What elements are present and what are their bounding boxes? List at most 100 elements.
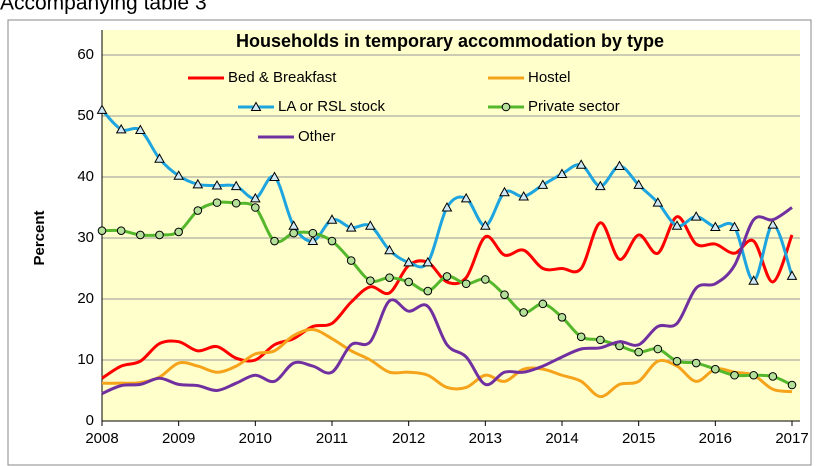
x-tick-label: 2017 — [775, 430, 808, 447]
data-point — [518, 191, 530, 201]
data-line — [101, 206, 793, 395]
data-point — [423, 286, 433, 296]
x-tick-label: 2013 — [469, 430, 502, 447]
data-point — [479, 220, 491, 230]
data-point — [384, 244, 395, 255]
data-point — [749, 370, 758, 380]
data-point — [308, 228, 318, 238]
data-point — [193, 206, 203, 215]
data-point — [596, 335, 605, 345]
x-tick-label: 2012 — [392, 430, 425, 447]
data-point — [366, 276, 375, 286]
data-point — [115, 123, 127, 134]
data-point — [96, 104, 108, 114]
data-point — [653, 344, 663, 354]
data-line — [101, 215, 794, 380]
chart-title: Households in temporary accommodation by… — [236, 31, 664, 51]
y-tick-label: 30 — [77, 229, 94, 246]
data-point — [709, 221, 721, 232]
data-point — [748, 275, 760, 285]
y-axis-label: Percent — [31, 210, 48, 265]
data-point — [500, 290, 509, 300]
data-point — [441, 201, 453, 212]
data-point — [211, 180, 223, 190]
data-point — [116, 226, 126, 235]
data-point — [269, 171, 280, 181]
data-point — [461, 279, 471, 289]
data-point — [230, 180, 242, 191]
y-tick-label: 40 — [77, 168, 94, 185]
data-point — [97, 226, 107, 235]
y-tick-label: 20 — [77, 290, 94, 307]
data-point — [499, 186, 510, 197]
data-point — [155, 230, 164, 240]
data-point — [652, 197, 664, 207]
data-point — [594, 180, 606, 191]
data-point — [672, 356, 682, 366]
legend-label: Bed & Breakfast — [228, 69, 337, 86]
x-tick-label: 2016 — [699, 430, 732, 447]
x-tick-label: 2014 — [545, 430, 578, 447]
y-tick-label: 50 — [77, 107, 94, 124]
data-point — [768, 372, 778, 381]
y-tick-label: 60 — [77, 46, 94, 63]
legend-label: LA or RSL stock — [278, 98, 385, 115]
x-tick-label: 2011 — [316, 430, 348, 447]
data-point — [327, 236, 337, 246]
data-point — [442, 272, 452, 281]
data-point — [173, 170, 185, 180]
data-point — [691, 358, 701, 368]
data-point — [289, 228, 298, 238]
x-tick-label: 2009 — [162, 430, 195, 447]
legend-label: Private sector — [528, 98, 620, 115]
data-point — [174, 227, 183, 237]
data-point — [251, 203, 260, 212]
data-point — [614, 160, 625, 171]
data-point — [538, 299, 548, 309]
data-point — [460, 192, 472, 203]
data-point — [786, 270, 798, 280]
data-point — [231, 198, 241, 208]
x-tick-label: 2010 — [239, 430, 272, 447]
y-tick-label: 0 — [86, 412, 94, 429]
data-line — [101, 327, 793, 399]
data-point — [556, 168, 568, 178]
data-point — [403, 256, 415, 267]
data-point — [576, 332, 586, 342]
legend-label: Other — [298, 128, 336, 145]
data-point — [690, 211, 702, 221]
data-point — [307, 235, 319, 246]
data-point — [136, 230, 145, 240]
y-tick-label: 10 — [77, 351, 94, 368]
data-point — [385, 273, 394, 282]
data-point — [729, 221, 740, 232]
data-point — [270, 236, 279, 246]
data-point — [634, 347, 643, 357]
legend-marker — [501, 102, 511, 112]
data-point — [154, 153, 165, 163]
data-point — [192, 178, 204, 189]
data-point — [557, 313, 567, 322]
data-point — [134, 124, 146, 135]
legend-marker — [250, 101, 262, 111]
x-tick-label: 2008 — [85, 430, 118, 447]
data-point — [575, 159, 587, 169]
data-point — [730, 370, 739, 380]
data-point — [633, 179, 645, 189]
data-point — [404, 277, 413, 287]
x-tick-label: 2015 — [622, 430, 655, 447]
data-point — [422, 256, 434, 267]
data-point — [537, 179, 549, 189]
data-point — [671, 220, 683, 230]
page-header: Accompanying table 3 — [0, 0, 207, 15]
data-point — [711, 364, 720, 374]
data-point — [364, 220, 376, 230]
data-point — [346, 256, 356, 265]
data-point — [326, 214, 338, 224]
data-point — [212, 198, 222, 207]
legend-label: Hostel — [528, 69, 571, 86]
data-point — [787, 380, 797, 390]
data-point — [767, 219, 779, 229]
data-point — [481, 275, 490, 284]
data-point — [249, 192, 261, 203]
